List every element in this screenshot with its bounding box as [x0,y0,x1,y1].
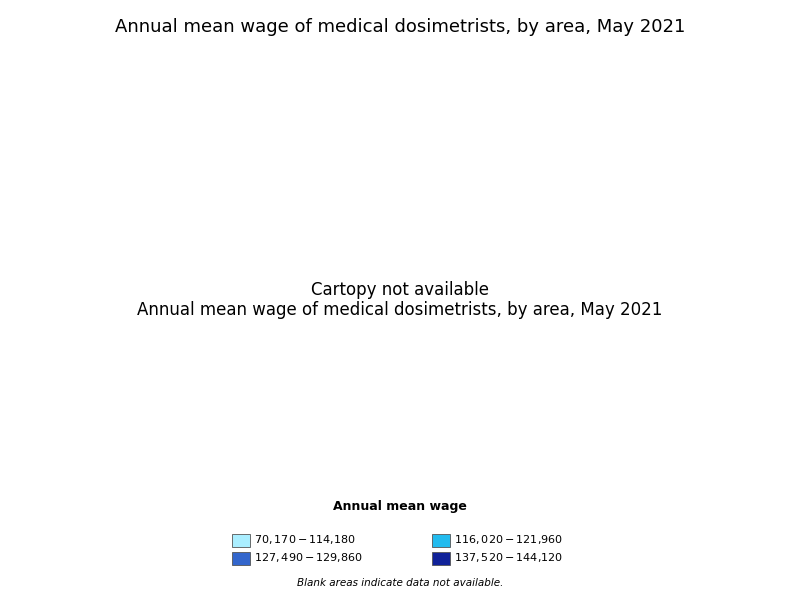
Text: $70,170 - $114,180: $70,170 - $114,180 [254,533,355,547]
Text: Annual mean wage: Annual mean wage [333,500,467,513]
Text: Blank areas indicate data not available.: Blank areas indicate data not available. [297,578,503,588]
Text: $127,490 - $129,860: $127,490 - $129,860 [254,551,362,565]
Text: Cartopy not available
Annual mean wage of medical dosimetrists, by area, May 202: Cartopy not available Annual mean wage o… [138,281,662,319]
Text: $137,520 - $144,120: $137,520 - $144,120 [454,551,562,565]
Text: $116,020 - $121,960: $116,020 - $121,960 [454,533,562,547]
Text: Annual mean wage of medical dosimetrists, by area, May 2021: Annual mean wage of medical dosimetrists… [115,18,685,36]
